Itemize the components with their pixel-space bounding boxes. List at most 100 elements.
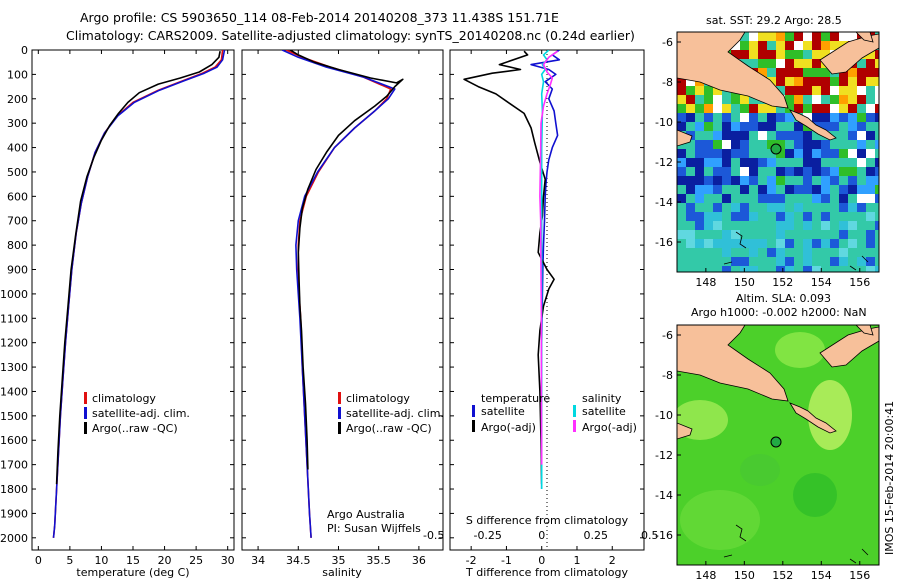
sst-cell <box>749 158 758 167</box>
sst-cell <box>767 50 776 59</box>
sst-cell <box>866 266 875 272</box>
sst-cell <box>866 59 875 68</box>
sst-cell <box>821 239 830 248</box>
sst-cell <box>740 167 749 176</box>
x-tick-label: 10 <box>94 554 108 567</box>
sst-cell <box>812 266 821 272</box>
sst-cell <box>830 77 839 86</box>
sst-cell <box>803 77 812 86</box>
sst-cell <box>704 95 713 104</box>
sst-cell <box>875 113 879 122</box>
legend-swatch-s-satellite <box>573 405 576 417</box>
sst-cell <box>848 77 857 86</box>
sla-land-bougainville <box>855 325 874 336</box>
sst-cell <box>749 266 758 272</box>
sst-cell <box>866 131 875 140</box>
sst-cell <box>749 176 758 185</box>
sst-cell <box>722 104 731 113</box>
sst-cell <box>677 122 686 131</box>
sst-cell <box>695 158 704 167</box>
sst-cell <box>704 221 713 230</box>
sst-cell <box>686 176 695 185</box>
sst-cell <box>686 203 695 212</box>
sst-cell <box>776 221 785 230</box>
sst-cell <box>875 185 879 194</box>
sst-cell <box>704 239 713 248</box>
sst-land-islands <box>789 109 837 141</box>
sla-map-ticks: 148 150 152 154 156 -6 -8 -10 -12 -14 -16 <box>655 329 870 580</box>
sla-argo-marker <box>770 436 782 448</box>
sst-cell <box>866 167 875 176</box>
sst-cell <box>794 59 803 68</box>
sst-cell <box>785 167 794 176</box>
depth-axis: 0 100 200 300 400 500 600 700 800 900 1000 1100 1200… <box>0 44 28 545</box>
t-difference-x-axis: -2 -1 0 1 2 <box>450 49 644 567</box>
sst-cell <box>695 167 704 176</box>
sst-cell <box>740 122 749 131</box>
sla-blob <box>775 332 825 368</box>
sst-cell <box>785 104 794 113</box>
sst-cell <box>839 77 848 86</box>
legend-header-temperature: temperature <box>481 392 550 405</box>
sla-blob <box>808 380 852 450</box>
sst-cell <box>812 149 821 158</box>
sst-cell <box>785 68 794 77</box>
sst-cell <box>848 221 857 230</box>
sst-cell <box>740 203 749 212</box>
legend-swatch-argo <box>84 422 87 434</box>
sst-cell <box>857 257 866 266</box>
depth-tick-label: 1900 <box>0 507 28 520</box>
sla-map-title: Altim. SLA: 0.093 <box>736 292 831 305</box>
sst-cell <box>875 77 879 86</box>
sst-cell <box>839 104 848 113</box>
sst-cell <box>785 149 794 158</box>
sst-cell <box>776 176 785 185</box>
legend-label-argo: Argo(..raw -QC) <box>346 422 432 435</box>
temperature-x-axis: 0 5 10 15 20 25 30 <box>32 49 235 567</box>
sst-cell <box>758 122 767 131</box>
sst-cell <box>776 41 785 50</box>
sst-cell <box>848 203 857 212</box>
sst-cell <box>821 77 830 86</box>
depth-tick-label: 1500 <box>0 410 28 423</box>
sst-cell <box>740 185 749 194</box>
sst-cell <box>839 185 848 194</box>
legend-label-t-satellite: satellite <box>481 405 525 418</box>
sst-cell <box>722 131 731 140</box>
sst-cell <box>794 140 803 149</box>
sst-cell <box>848 32 857 41</box>
depth-tick-label: 0 <box>21 44 28 57</box>
sst-cell <box>713 104 722 113</box>
depth-tick-label: 700 <box>7 215 28 228</box>
sst-cell <box>785 212 794 221</box>
sst-reef-outline <box>723 231 869 271</box>
map-y-tick-label: -8 <box>662 76 673 89</box>
sst-cell <box>812 95 821 104</box>
sst-cell <box>812 239 821 248</box>
sst-cell <box>830 149 839 158</box>
sst-cell <box>848 167 857 176</box>
sst-cell <box>803 167 812 176</box>
sst-cell <box>803 266 812 272</box>
sst-cell <box>848 149 857 158</box>
sst-cell <box>821 149 830 158</box>
x-tick-label: 15 <box>126 554 140 567</box>
depth-tick-label: 100 <box>7 68 28 81</box>
sst-cell <box>722 266 731 272</box>
series-line-satellite-adj-clim- <box>281 50 396 538</box>
map-x-tick-label: 150 <box>734 569 755 580</box>
sst-cell <box>776 239 785 248</box>
sst-cell <box>722 194 731 203</box>
sst-cell <box>812 86 821 95</box>
x-tick-label: 0 <box>538 554 545 567</box>
sst-cell <box>830 167 839 176</box>
sst-cell <box>713 239 722 248</box>
sst-cell <box>695 185 704 194</box>
sst-cell <box>713 185 722 194</box>
sst-cell <box>758 68 767 77</box>
sst-cell <box>695 194 704 203</box>
sla-land-new-guinea <box>677 325 789 402</box>
series-line-s-argo <box>539 50 559 465</box>
sst-cell <box>740 95 749 104</box>
depth-tick-label: 900 <box>7 264 28 277</box>
